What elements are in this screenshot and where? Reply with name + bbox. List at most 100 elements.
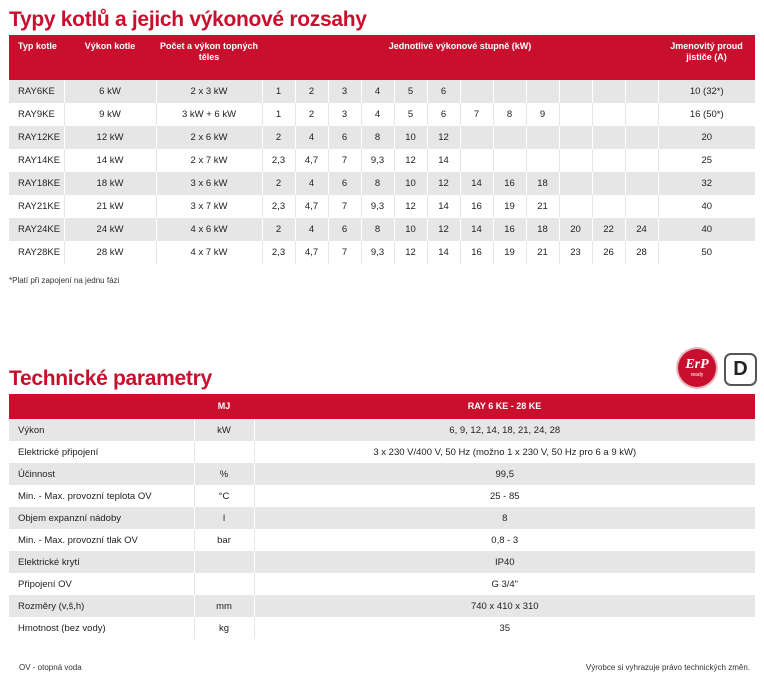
power-stage-cell xyxy=(591,149,625,172)
power-stage-cell: 6 xyxy=(327,218,361,241)
power-stage-cell: 26 xyxy=(591,241,625,264)
power-stage-cell: 16 xyxy=(459,195,493,218)
power-stage-cell: 2,3 xyxy=(261,241,295,264)
tech-table-header: MJ RAY 6 KE - 28 KE xyxy=(9,394,755,419)
power-stage-cell: 5 xyxy=(393,80,427,103)
power-stage-cell: 9 xyxy=(525,103,559,126)
power-stage-cell: 12 xyxy=(393,149,427,172)
tech-unit-cell xyxy=(193,441,254,463)
power-stage-cell: 2 xyxy=(261,126,295,149)
power-stage-cell: 4 xyxy=(294,172,328,195)
power-stage-cell: 16 xyxy=(459,241,493,264)
tech-footnote-left: OV - otopná voda xyxy=(19,663,82,672)
power-stage-cell: 20 xyxy=(558,218,592,241)
boiler-breaker-cell: 16 (50*) xyxy=(657,103,755,126)
header-power: Výkon kotle xyxy=(64,35,156,80)
boiler-power-cell: 18 kW xyxy=(63,172,156,195)
power-stage-cell: 2,3 xyxy=(261,195,295,218)
power-stage-cell xyxy=(558,103,592,126)
boiler-heaters-cell: 2 x 3 kW xyxy=(155,80,262,103)
tech-unit-cell: °C xyxy=(193,485,254,507)
power-stage-cell: 4 xyxy=(294,126,328,149)
boiler-types-table: Typ kotle Výkon kotle Počet a výkon topn… xyxy=(9,35,755,264)
power-stage-cell: 4,7 xyxy=(294,149,328,172)
power-stage-cell xyxy=(591,80,625,103)
table-row: RAY9KE 9 kW 3 kW + 6 kW 1 2 3 4 5 6 7 8 9 16 (50*) xyxy=(9,103,755,126)
power-stage-cell: 9,3 xyxy=(360,241,394,264)
boiler-heaters-cell: 2 x 6 kW xyxy=(155,126,262,149)
power-stage-cell xyxy=(591,172,625,195)
power-stage-cell: 6 xyxy=(327,126,361,149)
power-stage-cell: 19 xyxy=(492,195,526,218)
boiler-types-title: Typy kotlů a jejich výkonové rozsahy xyxy=(9,8,367,31)
power-stage-cell: 19 xyxy=(492,241,526,264)
power-stage-cell xyxy=(624,195,658,218)
power-stage-cell: 12 xyxy=(426,218,460,241)
power-stage-cell: 8 xyxy=(360,218,394,241)
tech-unit-cell: % xyxy=(193,463,254,485)
power-stage-cell: 1 xyxy=(261,80,295,103)
power-stage-cell: 8 xyxy=(360,126,394,149)
power-stage-cell xyxy=(591,126,625,149)
table-row: Objem expanzní nádoby l 8 xyxy=(9,507,755,529)
boiler-type-cell: RAY24KE xyxy=(9,218,64,241)
tech-param-cell: Hmotnost (bez vody) xyxy=(9,617,194,639)
boiler-breaker-cell: 40 xyxy=(657,218,755,241)
tech-param-cell: Elektrické připojení xyxy=(9,441,194,463)
boiler-type-cell: RAY18KE xyxy=(9,172,64,195)
tech-unit-cell xyxy=(193,573,254,595)
header-heaters: Počet a výkon topných těles xyxy=(156,35,262,80)
power-stage-cell xyxy=(525,80,559,103)
power-stage-cell xyxy=(558,195,592,218)
power-stage-cell: 22 xyxy=(591,218,625,241)
power-stage-cell xyxy=(591,103,625,126)
power-stage-cell: 3 xyxy=(327,80,361,103)
power-stage-cell xyxy=(558,126,592,149)
boiler-heaters-cell: 2 x 7 kW xyxy=(155,149,262,172)
tech-value-cell: 3 x 230 V/400 V, 50 Hz (možno 1 x 230 V,… xyxy=(253,441,755,463)
power-stage-cell: 4,7 xyxy=(294,241,328,264)
power-stage-cell: 14 xyxy=(459,172,493,195)
tech-params-title: Technické parametry xyxy=(9,367,212,390)
power-stage-cell: 6 xyxy=(426,103,460,126)
power-stage-cell: 4,7 xyxy=(294,195,328,218)
power-stage-cell: 18 xyxy=(525,172,559,195)
tech-value-cell: 740 x 410 x 310 xyxy=(253,595,755,617)
power-stage-cell: 2 xyxy=(261,218,295,241)
tech-unit-cell: l xyxy=(193,507,254,529)
power-stage-cell: 10 xyxy=(393,172,427,195)
tech-params-table: MJ RAY 6 KE - 28 KE Výkon kW 6, 9, 12, 14,… xyxy=(9,394,755,639)
power-stage-cell xyxy=(591,195,625,218)
power-stage-cell: 14 xyxy=(426,195,460,218)
tech-value-cell: 0,8 - 3 xyxy=(253,529,755,551)
tech-param-cell: Min. - Max. provozní teplota OV xyxy=(9,485,194,507)
power-stage-cell: 23 xyxy=(558,241,592,264)
power-stage-cell: 8 xyxy=(492,103,526,126)
header-stages: Jednotlivé výkonové stupně (kW) xyxy=(262,35,658,80)
power-stage-cell: 18 xyxy=(525,218,559,241)
boiler-power-cell: 28 kW xyxy=(63,241,156,264)
power-stage-cell: 12 xyxy=(426,126,460,149)
table-row: Hmotnost (bez vody) kg 35 xyxy=(9,617,755,639)
power-stage-cell xyxy=(459,149,493,172)
boiler-type-cell: RAY9KE xyxy=(9,103,64,126)
power-stage-cell: 3 xyxy=(327,103,361,126)
table-row: RAY14KE 14 kW 2 x 7 kW 2,3 4,7 7 9,3 12 14 25 xyxy=(9,149,755,172)
table-row: Rozměry (v,š,h) mm 740 x 410 x 310 xyxy=(9,595,755,617)
power-stage-cell: 2 xyxy=(261,172,295,195)
tech-value-cell: G 3/4" xyxy=(253,573,755,595)
header-param xyxy=(9,394,194,419)
boiler-type-cell: RAY6KE xyxy=(9,80,64,103)
boiler-breaker-cell: 25 xyxy=(657,149,755,172)
power-stage-cell: 6 xyxy=(327,172,361,195)
power-stage-cell xyxy=(492,149,526,172)
power-stage-cell: 7 xyxy=(327,195,361,218)
tech-param-cell: Výkon xyxy=(9,419,194,441)
boiler-power-cell: 12 kW xyxy=(63,126,156,149)
tech-value-cell: 8 xyxy=(253,507,755,529)
tech-unit-cell xyxy=(193,551,254,573)
boiler-power-cell: 24 kW xyxy=(63,218,156,241)
power-stage-cell xyxy=(492,80,526,103)
power-stage-cell: 2 xyxy=(294,80,328,103)
tech-unit-cell: mm xyxy=(193,595,254,617)
